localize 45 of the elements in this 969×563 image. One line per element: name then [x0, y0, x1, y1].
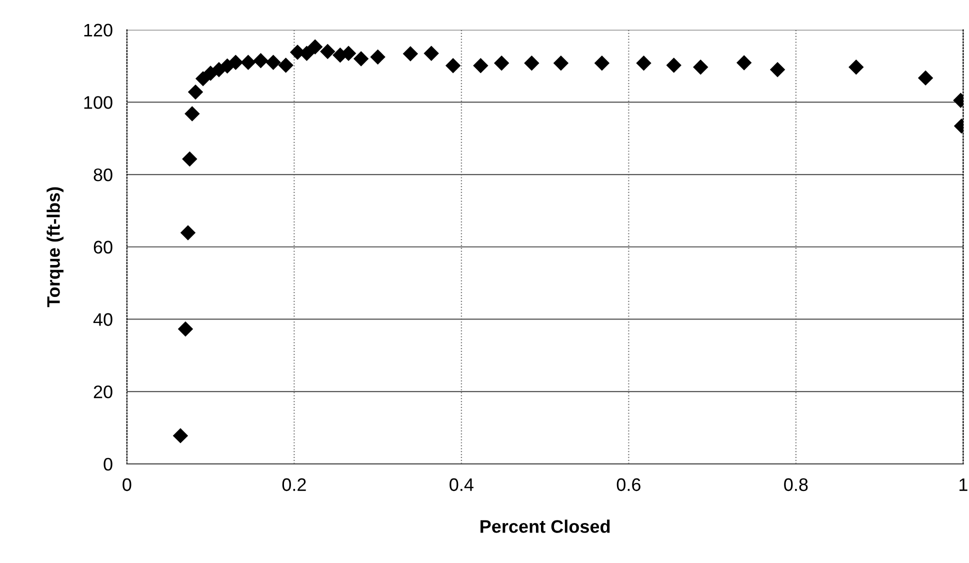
x-axis-title: Percent Closed [480, 520, 610, 533]
point [918, 70, 934, 86]
point [240, 54, 256, 70]
point [553, 56, 569, 71]
x-tick-label: 0.8 [784, 478, 808, 492]
point [594, 56, 610, 71]
point [370, 49, 386, 65]
point [278, 58, 294, 73]
point [402, 46, 418, 62]
point [524, 56, 540, 71]
point [182, 151, 198, 167]
point [445, 58, 461, 74]
x-tick-label: 0 [122, 478, 132, 492]
y-tick-label: 60 [94, 240, 112, 254]
point [666, 58, 682, 73]
x-tick-label: 0.6 [616, 478, 640, 492]
x-tick-label: 0.4 [450, 478, 474, 492]
y-tick-label: 120 [84, 24, 112, 37]
point [180, 225, 196, 240]
y-tick-label: 40 [93, 313, 112, 326]
point [188, 84, 204, 100]
point [353, 51, 369, 66]
point [228, 54, 244, 70]
point [307, 39, 323, 54]
y-tick-label: 20 [94, 386, 112, 398]
y-tick-label: 0 [104, 458, 112, 471]
x-tick-label: 1 [960, 478, 968, 491]
point [770, 62, 786, 78]
point [736, 55, 752, 70]
point [848, 59, 864, 75]
point [692, 59, 708, 75]
y-tick-label: 80 [94, 168, 112, 182]
point [320, 44, 336, 60]
point [253, 52, 268, 68]
y-axis-title: Torque (ft-lbs) [46, 187, 64, 308]
point [424, 46, 439, 61]
point [172, 428, 188, 444]
point [178, 321, 194, 337]
point [473, 58, 488, 74]
x-tick-label: 0.2 [282, 478, 306, 492]
point [184, 106, 200, 122]
point [636, 56, 652, 71]
y-tick-label: 100 [84, 96, 112, 109]
point [266, 54, 281, 70]
point [494, 56, 510, 71]
